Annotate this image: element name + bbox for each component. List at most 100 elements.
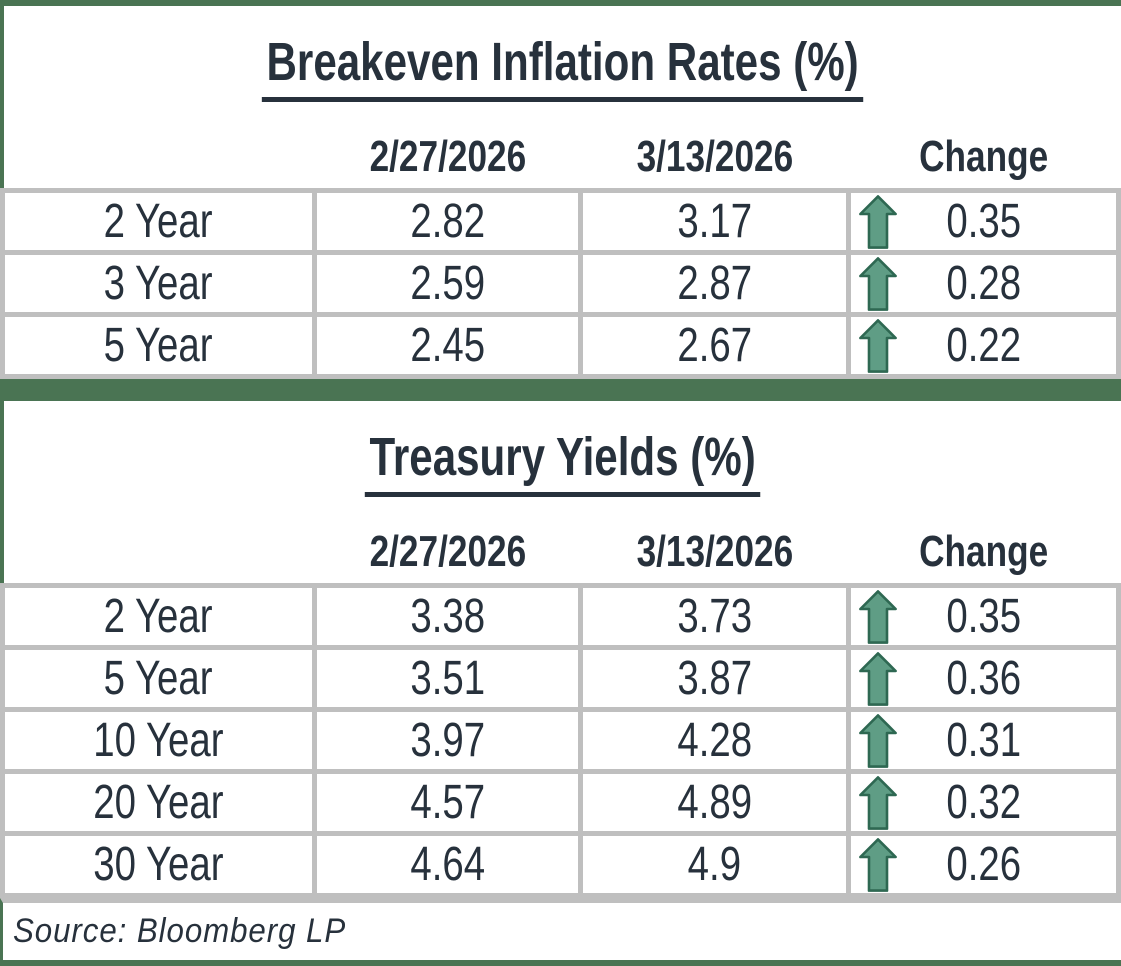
prev-rate-cell: 4.64 [317,836,578,893]
up-arrow-icon [859,837,897,892]
column-header-date-2: 3/13/2026 [636,527,793,576]
table-panel: Treasury Yields (%) 2/27/2026 3/13/2026 … [0,401,1121,898]
curr-rate-value: 4.9 [687,837,742,891]
maturity-label: 30 Year [93,837,224,891]
maturity-label: 20 Year [93,775,224,829]
curr-rate-cell: 3.17 [583,193,846,250]
maturity-cell: 2 Year [5,588,312,645]
prev-rate-cell: 2.59 [317,255,578,312]
change-value: 0.32 [946,775,1021,829]
change-cell: 0.36 [851,650,1116,707]
panel-header: Breakeven Inflation Rates (%) 2/27/2026 … [0,6,1121,188]
treasury-table-section: Treasury Yields (%) 2/27/2026 3/13/2026 … [0,401,1121,898]
curr-rate-cell: 2.87 [583,255,846,312]
prev-rate-cell: 3.51 [317,650,578,707]
column-header-label [5,525,312,583]
maturity-cell: 5 Year [5,317,312,374]
maturity-label: 2 Year [104,589,213,643]
change-cell: 0.32 [851,774,1116,831]
source-text: Source: Bloomberg LP [13,912,347,950]
curr-rate-value: 4.89 [677,775,752,829]
change-value: 0.35 [946,589,1021,643]
maturity-cell: 2 Year [5,193,312,250]
curr-rate-cell: 4.9 [583,836,846,893]
data-grid: 2 Year 2.82 3.17 0.35 3 Year 2.59 2.87 0… [0,188,1121,379]
change-cell: 0.26 [851,836,1116,893]
curr-rate-value: 2.87 [677,256,752,310]
prev-rate-value: 3.51 [410,651,485,705]
column-header-change: Change [918,527,1049,576]
column-header-row: 2/27/2026 3/13/2026 Change [4,525,1121,583]
column-header-label [5,130,312,188]
prev-rate-value: 3.97 [410,713,485,767]
change-value: 0.28 [946,256,1021,310]
curr-rate-cell: 3.87 [583,650,846,707]
maturity-label: 2 Year [104,194,213,248]
prev-rate-cell: 2.45 [317,317,578,374]
change-cell: 0.35 [851,193,1116,250]
curr-rate-value: 2.67 [677,318,752,372]
change-cell: 0.31 [851,712,1116,769]
table-title: Breakeven Inflation Rates (%) [261,34,864,102]
curr-rate-cell: 4.89 [583,774,846,831]
column-header-date-1: 2/27/2026 [369,527,526,576]
up-arrow-icon [859,256,897,311]
change-cell: 0.35 [851,588,1116,645]
column-header-date-2: 3/13/2026 [636,132,793,181]
column-header-date-1: 2/27/2026 [369,132,526,181]
maturity-label: 10 Year [93,713,224,767]
breakeven-table-section: Breakeven Inflation Rates (%) 2/27/2026 … [0,6,1121,379]
prev-rate-cell: 2.82 [317,193,578,250]
data-grid: 2 Year 3.38 3.73 0.35 5 Year 3.51 3.87 0… [0,583,1121,898]
source-note-row: Source: Bloomberg LP [0,898,1121,960]
maturity-cell: 30 Year [5,836,312,893]
table-title-row: Treasury Yields (%) [4,401,1121,525]
maturity-label: 5 Year [104,651,213,705]
curr-rate-cell: 4.28 [583,712,846,769]
prev-rate-cell: 4.57 [317,774,578,831]
up-arrow-icon [859,651,897,706]
curr-rate-value: 4.28 [677,713,752,767]
curr-rate-cell: 2.67 [583,317,846,374]
table-title: Treasury Yields (%) [364,429,761,497]
table-panel: Breakeven Inflation Rates (%) 2/27/2026 … [0,6,1121,379]
change-value: 0.35 [946,194,1021,248]
bottom-border-bar [0,960,1121,966]
maturity-cell: 5 Year [5,650,312,707]
column-header-change: Change [918,132,1049,181]
curr-rate-value: 3.73 [677,589,752,643]
column-header-row: 2/27/2026 3/13/2026 Change [4,130,1121,188]
change-cell: 0.22 [851,317,1116,374]
change-value: 0.36 [946,651,1021,705]
maturity-cell: 10 Year [5,712,312,769]
up-arrow-icon [859,775,897,830]
maturity-label: 3 Year [104,256,213,310]
curr-rate-cell: 3.73 [583,588,846,645]
prev-rate-value: 4.64 [410,837,485,891]
change-value: 0.26 [946,837,1021,891]
prev-rate-value: 2.45 [410,318,485,372]
panel-header: Treasury Yields (%) 2/27/2026 3/13/2026 … [0,401,1121,583]
table-title-row: Breakeven Inflation Rates (%) [4,6,1121,130]
prev-rate-value: 2.82 [410,194,485,248]
curr-rate-value: 3.17 [677,194,752,248]
prev-rate-value: 3.38 [410,589,485,643]
prev-rate-value: 2.59 [410,256,485,310]
up-arrow-icon [859,194,897,249]
maturity-cell: 3 Year [5,255,312,312]
maturity-label: 5 Year [104,318,213,372]
up-arrow-icon [859,318,897,373]
prev-rate-cell: 3.38 [317,588,578,645]
prev-rate-value: 4.57 [410,775,485,829]
up-arrow-icon [859,589,897,644]
maturity-cell: 20 Year [5,774,312,831]
prev-rate-cell: 3.97 [317,712,578,769]
section-divider-bar [0,379,1121,401]
curr-rate-value: 3.87 [677,651,752,705]
change-value: 0.31 [946,713,1021,767]
change-cell: 0.28 [851,255,1116,312]
up-arrow-icon [859,713,897,768]
change-value: 0.22 [946,318,1021,372]
top-border-bar [0,0,1121,6]
